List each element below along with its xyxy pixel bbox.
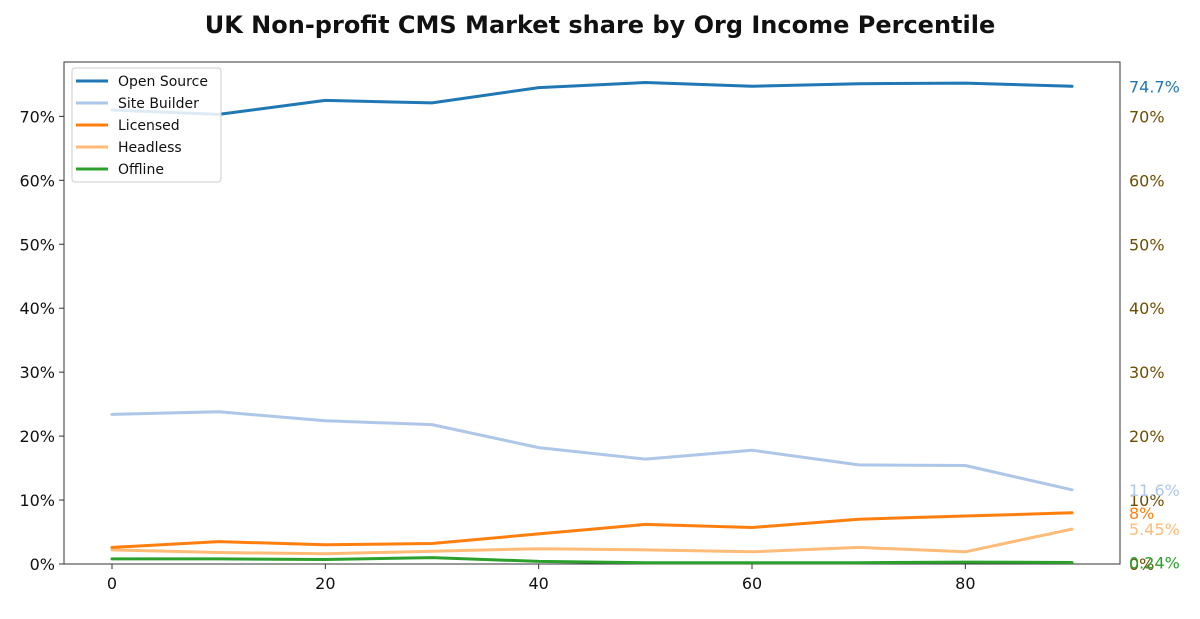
x-tick-label: 40 — [528, 574, 548, 593]
y-tick-label: 50% — [19, 235, 55, 254]
right-tick-label: 40% — [1129, 299, 1165, 318]
legend-label: Offline — [118, 162, 164, 178]
series-line-open-source — [110, 81, 1074, 116]
legend-box — [71, 67, 222, 183]
end-label-site-builder: 11.6% — [1129, 481, 1180, 500]
series-line-site-builder — [110, 410, 1074, 492]
y-tick-label: 60% — [19, 171, 55, 190]
y-tick-label: 70% — [19, 107, 55, 126]
y-tick-label: 20% — [19, 427, 55, 446]
x-tick-label: 0 — [107, 574, 117, 593]
y-tick-label: 0% — [30, 555, 55, 574]
series-line-offline — [110, 556, 1074, 565]
x-axis: 0 20 40 60 80 — [107, 564, 976, 593]
right-axis: 0% 10% 20% 30% 40% 50% 60% 70% — [1129, 107, 1165, 574]
y-tick-label: 30% — [19, 363, 55, 382]
legend-label: Licensed — [118, 118, 180, 134]
right-tick-label: 10% — [1129, 491, 1165, 510]
series-lines — [110, 81, 1074, 565]
x-tick-label: 60 — [742, 574, 762, 593]
end-label-licensed: 8% — [1129, 504, 1154, 523]
legend-label: Headless — [118, 140, 182, 156]
y-tick-label: 40% — [19, 299, 55, 318]
y-axis: 0% 10% 20% 30% 40% 50% 60% 70% — [19, 107, 64, 574]
end-labels: 74.7% 11.6% 8%5.45% 0.24% — [1129, 77, 1180, 572]
right-tick-label: 50% — [1129, 235, 1165, 254]
x-tick-label: 80 — [955, 574, 975, 593]
series-line-headless — [110, 527, 1074, 556]
right-tick-label: 60% — [1129, 171, 1165, 190]
series-line-licensed — [110, 511, 1074, 549]
right-tick-label: 20% — [1129, 427, 1165, 446]
legend: Open Source Site Builder Licensed Headless O… — [71, 67, 222, 183]
plot-frame — [63, 61, 1121, 565]
right-tick-label: 0% — [1129, 555, 1154, 574]
right-tick-label: 70% — [1129, 107, 1165, 126]
end-label-offline: 0.24% — [1129, 553, 1180, 572]
legend-label: Open Source — [118, 74, 208, 90]
legend-label: Site Builder — [118, 96, 199, 112]
y-tick-label: 10% — [19, 491, 55, 510]
end-label-open-source: 74.7% — [1129, 77, 1180, 96]
chart-title: UK Non-profit CMS Market share by Org In… — [205, 11, 996, 39]
end-label-headless: 5.45% — [1129, 520, 1180, 539]
x-tick-label: 20 — [315, 574, 335, 593]
right-tick-label: 30% — [1129, 363, 1165, 382]
